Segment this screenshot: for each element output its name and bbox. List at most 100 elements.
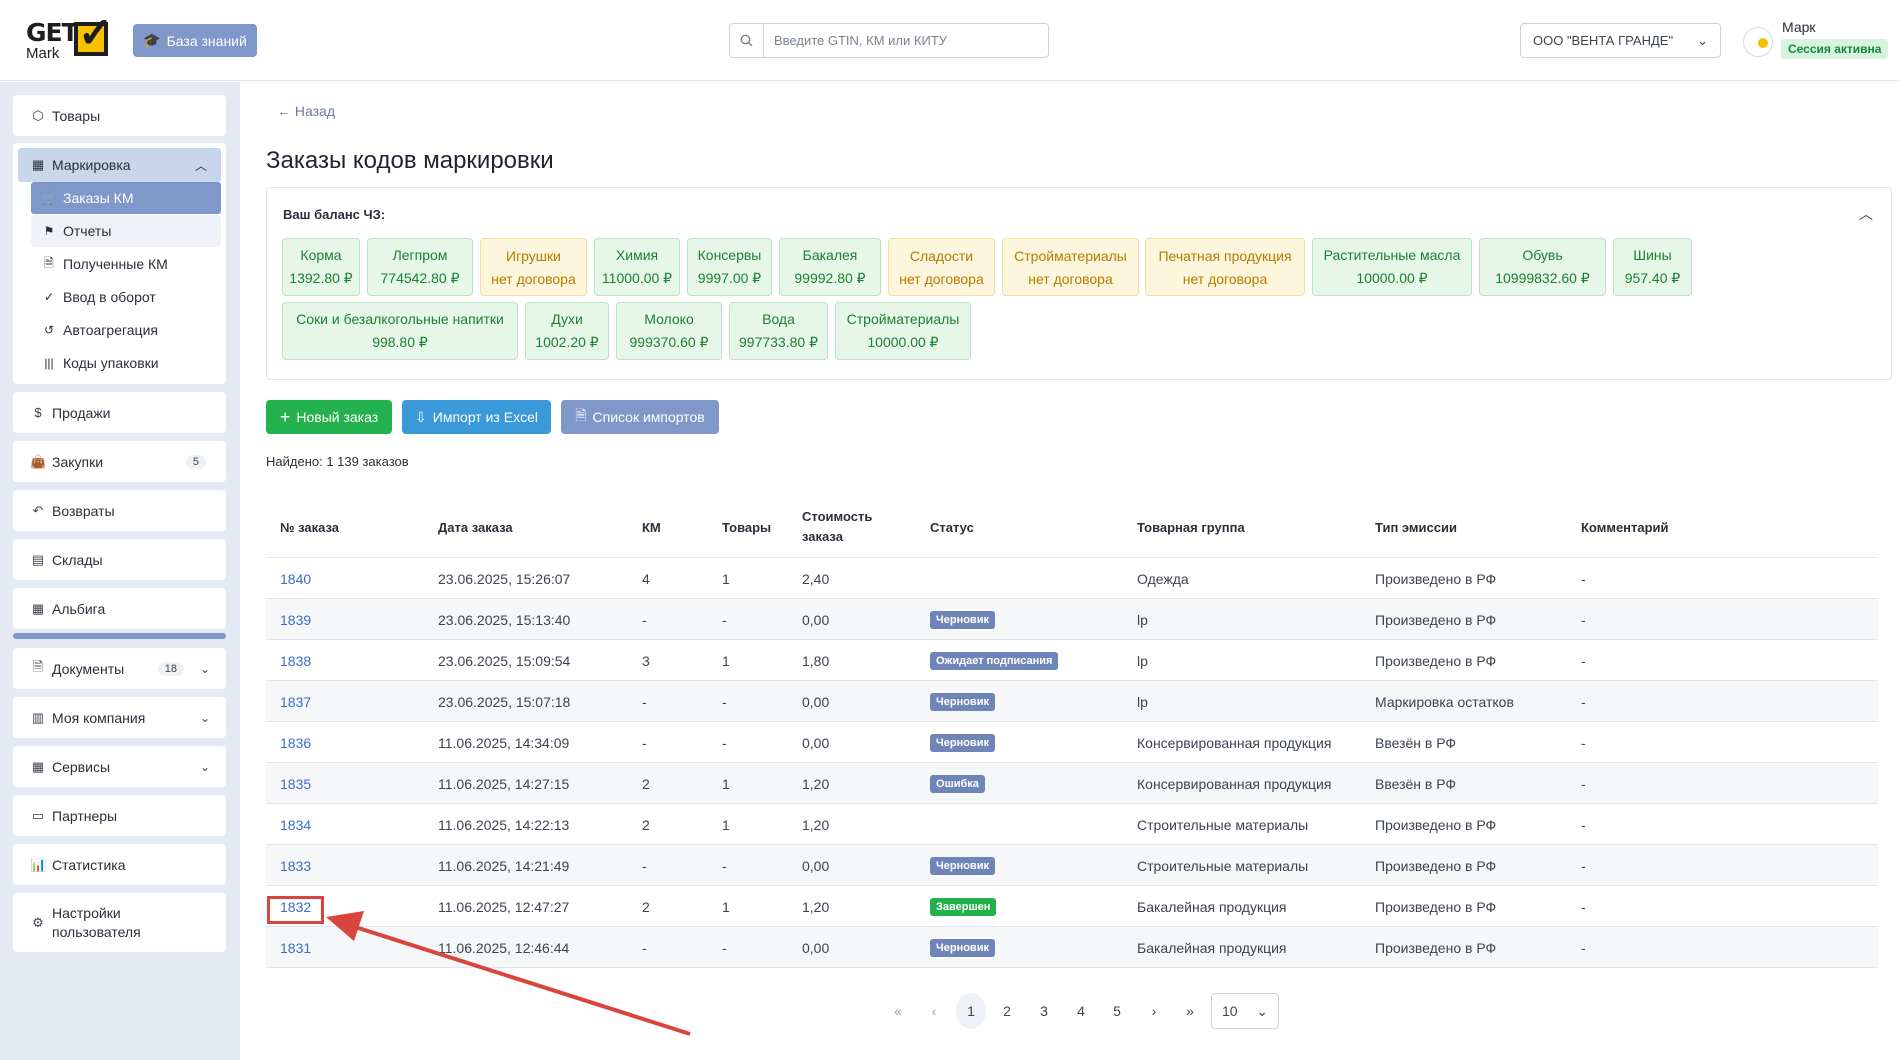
purchases-count-badge: 5: [185, 454, 206, 469]
page-button-4[interactable]: 4: [1077, 1003, 1085, 1019]
balance-category: Молоко: [644, 311, 694, 327]
table-row[interactable]: 1839 23.06.2025, 15:13:40 - - 0,00 Черновик lp…: [266, 599, 1878, 640]
table-row[interactable]: 1831 11.06.2025, 12:46:44 - - 0,00 Черновик Ба…: [266, 927, 1878, 968]
page-button-3[interactable]: 3: [1040, 1003, 1048, 1019]
balance-category: Печатная продукция: [1158, 247, 1292, 264]
product-group: lp: [1137, 652, 1148, 669]
sidebar-item-albiga[interactable]: ▦ Альбига: [13, 588, 226, 629]
table-row[interactable]: 1837 23.06.2025, 15:07:18 - - 0,00 Черновик lp…: [266, 681, 1878, 722]
import-list-button[interactable]: 🗎 Список импортов: [561, 400, 719, 434]
sidebar-item-partners[interactable]: ▭ Партнеры: [13, 795, 226, 836]
table-row[interactable]: 1832 11.06.2025, 12:47:27 2 1 1,20 Завершен Ба…: [266, 886, 1878, 927]
sidebar-scrollbar[interactable]: [13, 633, 226, 639]
status-cell: Черновик: [930, 722, 995, 763]
prev-page-button[interactable]: ‹: [931, 1003, 937, 1019]
order-number-link[interactable]: 1838: [280, 652, 312, 669]
chevron-up-icon: ︿: [194, 158, 207, 173]
order-date: 11.06.2025, 14:22:13: [438, 816, 570, 833]
sidebar-item-returns[interactable]: ↶ Возвраты: [13, 490, 226, 531]
column-header-km[interactable]: КМ: [642, 520, 661, 535]
balance-value: 11000.00 ₽: [601, 270, 673, 286]
sidebar-subitem-km-orders[interactable]: 🛒 Заказы КМ: [31, 182, 221, 214]
table-row[interactable]: 1838 23.06.2025, 15:09:54 3 1 1,80 Ожидает по…: [266, 640, 1878, 681]
order-number-link[interactable]: 1834: [280, 816, 312, 833]
column-header-emission[interactable]: Тип эмиссии: [1375, 520, 1457, 535]
balance-value: 998.80 ₽: [372, 334, 428, 350]
sidebar-item-user-settings[interactable]: ⚙ Настройки пользователя: [13, 893, 226, 952]
order-number-link[interactable]: 1837: [280, 693, 312, 710]
sidebar-item-purchases[interactable]: 👜 Закупки 5: [13, 441, 226, 482]
order-number-link[interactable]: 1840: [280, 570, 312, 587]
column-header-goods[interactable]: Товары: [722, 520, 772, 535]
table-row[interactable]: 1835 11.06.2025, 14:27:15 2 1 1,20 Ошибка Конс…: [266, 763, 1878, 804]
emission-type: Произведено в РФ: [1375, 857, 1497, 874]
knowledge-base-button[interactable]: 🎓 База знаний: [133, 24, 257, 57]
table-header: № заказа Дата заказа КМ Товары Стоимость…: [266, 500, 1878, 558]
sidebar-item-goods[interactable]: ⬡ Товары: [13, 95, 226, 136]
column-header-group[interactable]: Товарная группа: [1137, 520, 1245, 535]
search-input[interactable]: Введите GTIN, КМ или КИТУ: [729, 23, 1049, 58]
page-title: Заказы кодов маркировки: [266, 147, 554, 174]
order-number-link[interactable]: 1833: [280, 857, 312, 874]
emission-type: Произведено в РФ: [1375, 816, 1497, 833]
sidebar-subitem-circulation[interactable]: ✓ Ввод в оборот: [31, 281, 221, 313]
sidebar-item-sales[interactable]: $ Продажи: [13, 392, 226, 433]
sidebar-item-label: Документы: [52, 660, 125, 677]
page-button-1[interactable]: 1: [956, 993, 986, 1029]
next-page-button[interactable]: ›: [1151, 1003, 1157, 1019]
balance-category: Стройматериалы: [1014, 247, 1127, 264]
chevron-up-icon[interactable]: ︿: [1859, 206, 1873, 222]
sidebar-subitem-reports[interactable]: ⚑ Отчеты: [31, 215, 221, 247]
page-size-select[interactable]: 10 ⌄: [1211, 993, 1279, 1029]
page-button-2[interactable]: 2: [1003, 1003, 1011, 1019]
avatar[interactable]: [1743, 27, 1773, 57]
sidebar-item-warehouses[interactable]: ▤ Склады: [13, 539, 226, 580]
comment: -: [1581, 734, 1586, 751]
graduation-cap-icon: 🎓: [143, 32, 161, 48]
comment: -: [1581, 775, 1586, 792]
sidebar-subitem-package-codes[interactable]: ||| Коды упаковки: [31, 347, 221, 379]
sidebar-subitem-received-km[interactable]: 🗎 Полученные КМ: [31, 248, 221, 280]
logo-check-icon: ✓: [78, 9, 114, 56]
sidebar-item-statistics[interactable]: 📊 Статистика: [13, 844, 226, 885]
sidebar-subitem-autoaggregation[interactable]: ↺ Автоагрегация: [31, 314, 221, 346]
sidebar-item-my-company[interactable]: ▥ Моя компания ⌄: [13, 697, 226, 738]
table-row[interactable]: 1836 11.06.2025, 14:34:09 - - 0,00 Черновик Ко…: [266, 722, 1878, 763]
first-page-button[interactable]: «: [894, 1003, 902, 1019]
column-header-date[interactable]: Дата заказа: [438, 520, 513, 535]
sidebar-item-services[interactable]: ▦ Сервисы ⌄: [13, 746, 226, 787]
sidebar-item-documents[interactable]: 🗎 Документы 18 ⌄: [13, 648, 226, 689]
getmark-logo[interactable]: GET Mark ✓: [26, 12, 120, 64]
status-cell: Ошибка: [930, 763, 985, 804]
goods-count: -: [722, 939, 727, 956]
emission-type: Произведено в РФ: [1375, 611, 1497, 628]
order-number-link[interactable]: 1831: [280, 939, 312, 956]
order-number-link[interactable]: 1836: [280, 734, 312, 751]
order-number-link[interactable]: 1835: [280, 775, 312, 792]
table-row[interactable]: 1834 11.06.2025, 14:22:13 2 1 1,20 Строительн…: [266, 804, 1878, 845]
back-link[interactable]: ← Назад: [277, 103, 335, 119]
sidebar-item-marking[interactable]: ▦ Маркировка ︿: [18, 148, 221, 182]
column-header-cost[interactable]: Стоимость заказа: [802, 507, 872, 547]
column-header-status[interactable]: Статус: [930, 520, 974, 535]
order-cost: 1,20: [802, 816, 830, 833]
company-select[interactable]: ООО "ВЕНТА ГРАНДЕ" ⌄: [1520, 23, 1721, 58]
balance-value: 10000.00 ₽: [1356, 270, 1428, 286]
table-row[interactable]: 1833 11.06.2025, 14:21:49 - - 0,00 Черновик Ст…: [266, 845, 1878, 886]
page-button-5[interactable]: 5: [1113, 1003, 1121, 1019]
column-header-comment[interactable]: Комментарий: [1581, 520, 1669, 535]
balance-card: Духи 1002.20 ₽: [525, 302, 609, 360]
sidebar-item-label: Партнеры: [52, 807, 118, 824]
order-number-link[interactable]: 1832: [280, 898, 312, 915]
new-order-button[interactable]: + Новый заказ: [266, 400, 392, 434]
table-row[interactable]: 1840 23.06.2025, 15:26:07 4 1 2,40 Одежда Прои…: [266, 558, 1878, 599]
sidebar-subitem-label: Отчеты: [63, 223, 112, 239]
last-page-button[interactable]: »: [1186, 1003, 1194, 1019]
bag-icon: 👜: [30, 453, 47, 469]
balance-value: нет договора: [899, 270, 984, 287]
balance-panel: Ваш баланс ЧЗ: ︿ Корма 1392.80 ₽ Легпром 77…: [266, 187, 1892, 380]
import-excel-button[interactable]: ⇩ Импорт из Excel: [402, 400, 551, 434]
order-number-link[interactable]: 1839: [280, 611, 312, 628]
balance-category: Духи: [551, 311, 583, 327]
column-header-order-no[interactable]: № заказа: [280, 520, 340, 535]
